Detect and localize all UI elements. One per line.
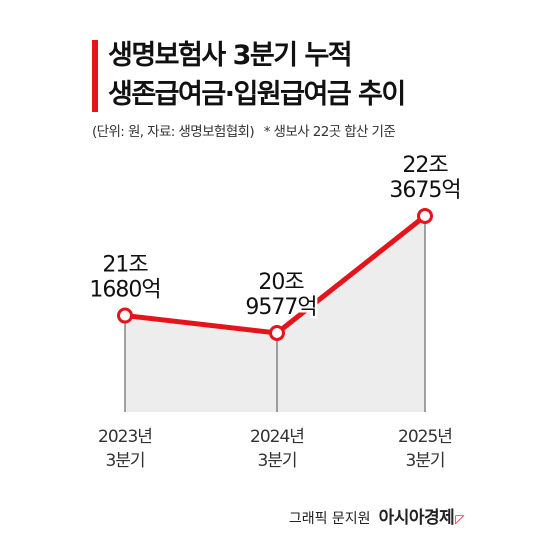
title-line-1: 생명보험사 3분기 누적 xyxy=(108,40,353,71)
data-label-2-line-1: 20조 xyxy=(258,270,304,295)
data-label-3-line-1: 22조 xyxy=(402,153,448,178)
title-line-2: 생존급여금·입원급여금 추이 xyxy=(108,79,406,110)
data-point-2 xyxy=(269,325,285,341)
x-tick-label-2-line-2: 3분기 xyxy=(257,451,296,471)
x-tick-label-2-line-1: 2024년 xyxy=(250,427,304,447)
x-tick-label-1-line-2: 3분기 xyxy=(105,451,144,471)
source-note: (단위: 원, 자료: 생명보험협회) xyxy=(92,124,255,140)
graphic-credit: 그래픽 문지원 xyxy=(288,511,371,527)
x-tick-label-3-line-2: 3분기 xyxy=(405,451,444,471)
x-tick-label-1-line-1: 2023년 xyxy=(98,427,152,447)
publisher-mark-icon: ◸ xyxy=(455,512,464,526)
data-label-1-line-2: 1680억 xyxy=(89,278,160,303)
area-fill xyxy=(125,216,425,412)
subtitle: (단위: 원, 자료: 생명보험협회) * 생보사 22곳 합산 기준 xyxy=(92,120,396,140)
publisher-name: 아시아경제 xyxy=(378,508,455,528)
data-point-3 xyxy=(417,208,433,224)
credit: 그래픽 문지원 아시아경제◸ xyxy=(288,503,465,528)
data-label-3-line-2: 3675억 xyxy=(389,178,460,203)
footnote: * 생보사 22곳 합산 기준 xyxy=(263,124,396,140)
data-point-1 xyxy=(117,307,133,324)
data-label-1-line-1: 21조 xyxy=(102,253,148,278)
chart-title: 생명보험사 3분기 누적 생존급여금·입원급여금 추이 xyxy=(108,36,406,114)
x-tick-label-3-line-1: 2025년 xyxy=(398,427,452,447)
publisher-logo: 아시아경제◸ xyxy=(378,503,465,528)
data-label-2-line-2: 9577억 xyxy=(245,295,316,320)
title-accent-bar xyxy=(92,40,98,112)
